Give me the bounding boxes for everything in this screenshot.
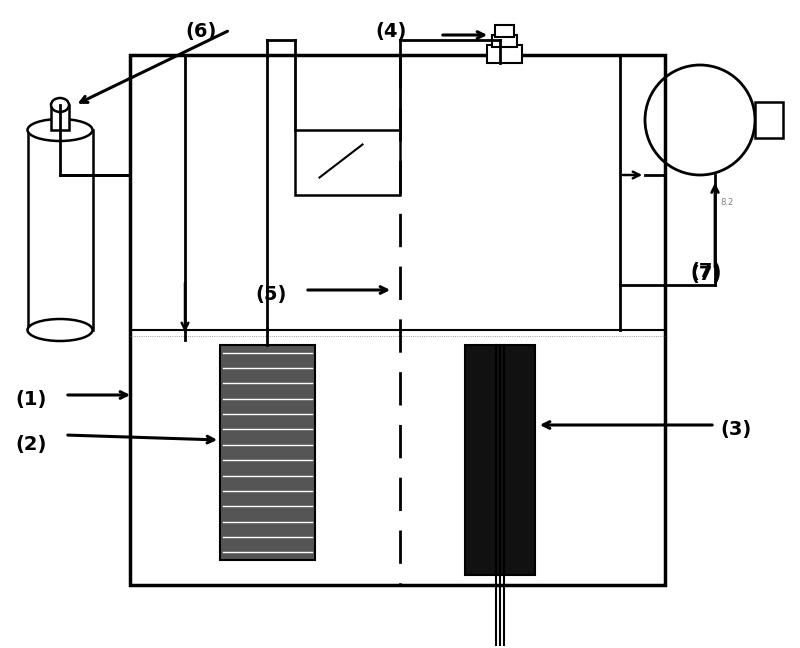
Text: (4): (4) [375,22,406,41]
Bar [28,130,93,330]
Text: (2): (2) [15,435,46,454]
Text: (7): (7) [690,265,722,284]
Bar [220,345,315,560]
Bar [130,55,665,585]
Ellipse shape [27,119,93,141]
Text: 8.2: 8.2 [720,198,734,207]
Ellipse shape [27,319,93,341]
Text: (3): (3) [720,420,751,439]
Bar [755,102,783,138]
Bar [295,130,400,195]
Bar [487,45,522,63]
Bar [51,105,69,130]
Text: (1): (1) [15,390,46,409]
Text: (5): (5) [255,285,286,304]
Ellipse shape [51,98,69,112]
Text: (7): (7) [690,262,722,281]
Bar [465,345,535,575]
Bar [495,25,514,37]
Bar [492,35,517,47]
Text: (6): (6) [185,22,216,41]
